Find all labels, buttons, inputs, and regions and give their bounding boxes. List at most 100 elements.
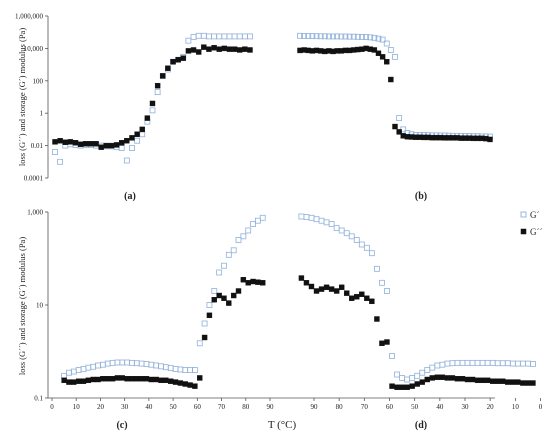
bottom-g-prime-point — [192, 367, 198, 373]
bottom-g-prime-point — [479, 359, 486, 366]
bottom-g-prime-point — [444, 360, 451, 367]
bottom-g-prime-point — [323, 219, 330, 226]
panel-label-d: (d) — [415, 420, 427, 431]
bottom-g-double-prime-point — [505, 379, 511, 385]
bottom-g-double-prime-point — [328, 286, 335, 292]
top-g-double-prime-point — [242, 46, 248, 52]
bottom-g-prime-point — [494, 360, 501, 367]
bottom-g-double-prime-point — [500, 378, 506, 384]
bottom-g-prime-point — [454, 359, 461, 366]
top-g-prime-point — [338, 33, 345, 40]
top-g-prime-point — [350, 33, 357, 40]
bottom-g-prime-point — [119, 359, 126, 366]
top-g-double-prime-point — [384, 59, 390, 65]
bottom-g-prime-point — [514, 360, 521, 367]
bottom-g-prime-point — [303, 214, 310, 220]
bottom-g-double-prime-point — [344, 290, 350, 296]
bottom-x-tick-label: 40 — [145, 403, 153, 411]
top-g-double-prime-point — [119, 140, 125, 146]
bottom-g-double-prime-point — [114, 375, 121, 381]
top-g-double-prime-point — [180, 55, 186, 61]
bottom-g-prime-point — [394, 371, 400, 378]
bottom-x-tick-label: 50 — [170, 403, 178, 411]
legend-marker-g-prime — [520, 211, 527, 218]
bottom-g-double-prime-point — [71, 379, 77, 385]
bottom-g-prime-point — [308, 214, 315, 221]
top-g-prime-point — [139, 131, 146, 138]
top-g-prime-point — [359, 34, 365, 40]
top-g-prime-point — [52, 149, 58, 155]
bottom-g-double-prime-point — [230, 292, 237, 299]
bottom-g-prime-point — [80, 366, 87, 372]
bottom-g-double-prime-point — [75, 378, 82, 384]
bottom-g-prime-point — [153, 362, 160, 369]
bottom-g-prime-point — [414, 372, 421, 379]
bottom-g-prime-point — [61, 372, 68, 379]
top-g-double-prime-point — [226, 46, 233, 52]
top-g-double-prime-point — [206, 46, 212, 52]
bottom-g-prime-point — [148, 361, 155, 368]
bottom-g-prime-point — [75, 367, 82, 373]
bottom-x-ticks: 0 10 20 30 40 50 60 70 80 90 90 80 70 60 50 40 30 20 10 0 — [50, 398, 543, 411]
bottom-g-prime-point — [368, 250, 375, 257]
top-g-prime-point — [309, 33, 316, 40]
top-g-double-prime-point — [108, 142, 115, 149]
bottom-g-prime-point — [429, 364, 436, 371]
top-g-prime-point — [211, 33, 217, 40]
bottom-g-prime-point — [162, 364, 169, 371]
bottom-g-double-prime-point — [484, 377, 491, 384]
bottom-g-double-prime-point — [172, 379, 179, 385]
top-g-double-prime-point — [185, 48, 192, 54]
top-g-prime-point — [313, 33, 320, 40]
bottom-g-double-prime-point — [409, 383, 415, 389]
bottom-g-prime-point — [85, 364, 92, 371]
bottom-g-prime-point — [363, 244, 370, 251]
bottom-x-tick-label: 10 — [73, 403, 81, 411]
bottom-x-tick-label: 80 — [336, 403, 344, 411]
bottom-g-prime-point — [216, 269, 223, 276]
top-g-prime-point — [231, 33, 238, 40]
bottom-g-double-prime-point — [303, 280, 310, 286]
top-g-prime-point — [149, 107, 156, 114]
top-points — [52, 32, 493, 165]
bottom-g-prime-point — [434, 362, 441, 369]
top-g-double-prime-point — [93, 141, 99, 147]
bottom-g-double-prime-point — [138, 376, 145, 382]
bottom-g-double-prime-point — [158, 377, 164, 384]
bottom-x-tick-label: 20 — [487, 403, 495, 411]
top-g-prime-point — [301, 33, 308, 39]
bottom-g-double-prime-point — [163, 377, 169, 384]
bottom-x-tick-label: 30 — [462, 403, 470, 411]
top-y-axis-label: loss (G´´) and storage (G´) modulus (Pa) — [17, 28, 27, 166]
bottom-g-prime-point — [419, 369, 426, 376]
bottom-g-double-prime-point — [404, 384, 410, 390]
bottom-g-double-prime-point — [489, 378, 496, 384]
bottom-g-double-prime-point — [338, 284, 345, 291]
bottom-x-tick-label: 90 — [267, 403, 275, 411]
bottom-g-double-prime-point — [429, 375, 435, 381]
bottom-g-double-prime-point — [515, 379, 521, 385]
bottom-g-prime-point — [129, 359, 135, 366]
top-g-double-prime-point — [396, 129, 402, 135]
bottom-g-prime-point — [318, 217, 325, 224]
top-g-prime-point — [129, 145, 135, 152]
top-g-double-prime-point — [98, 144, 104, 150]
bottom-g-prime-point — [424, 367, 431, 373]
legend-label-g-prime: G´ — [530, 210, 540, 220]
top-g-prime-point — [134, 137, 141, 144]
bottom-g-double-prime-point — [206, 312, 213, 319]
bottom-g-prime-point — [489, 359, 496, 366]
bottom-g-prime-point — [133, 360, 140, 367]
bottom-g-double-prime-point — [66, 379, 72, 385]
top-g-double-prime-point — [62, 139, 68, 145]
bottom-g-prime-point — [177, 366, 184, 373]
bottom-g-double-prime-point — [379, 340, 385, 347]
bottom-g-double-prime-point — [520, 380, 526, 386]
top-g-double-prime-point — [160, 73, 166, 79]
bottom-g-prime-point — [240, 233, 247, 240]
top-g-prime-point — [326, 33, 332, 40]
bottom-g-prime-point — [225, 251, 232, 258]
top-g-prime-point — [387, 47, 394, 53]
bottom-g-double-prime-point — [124, 376, 130, 382]
